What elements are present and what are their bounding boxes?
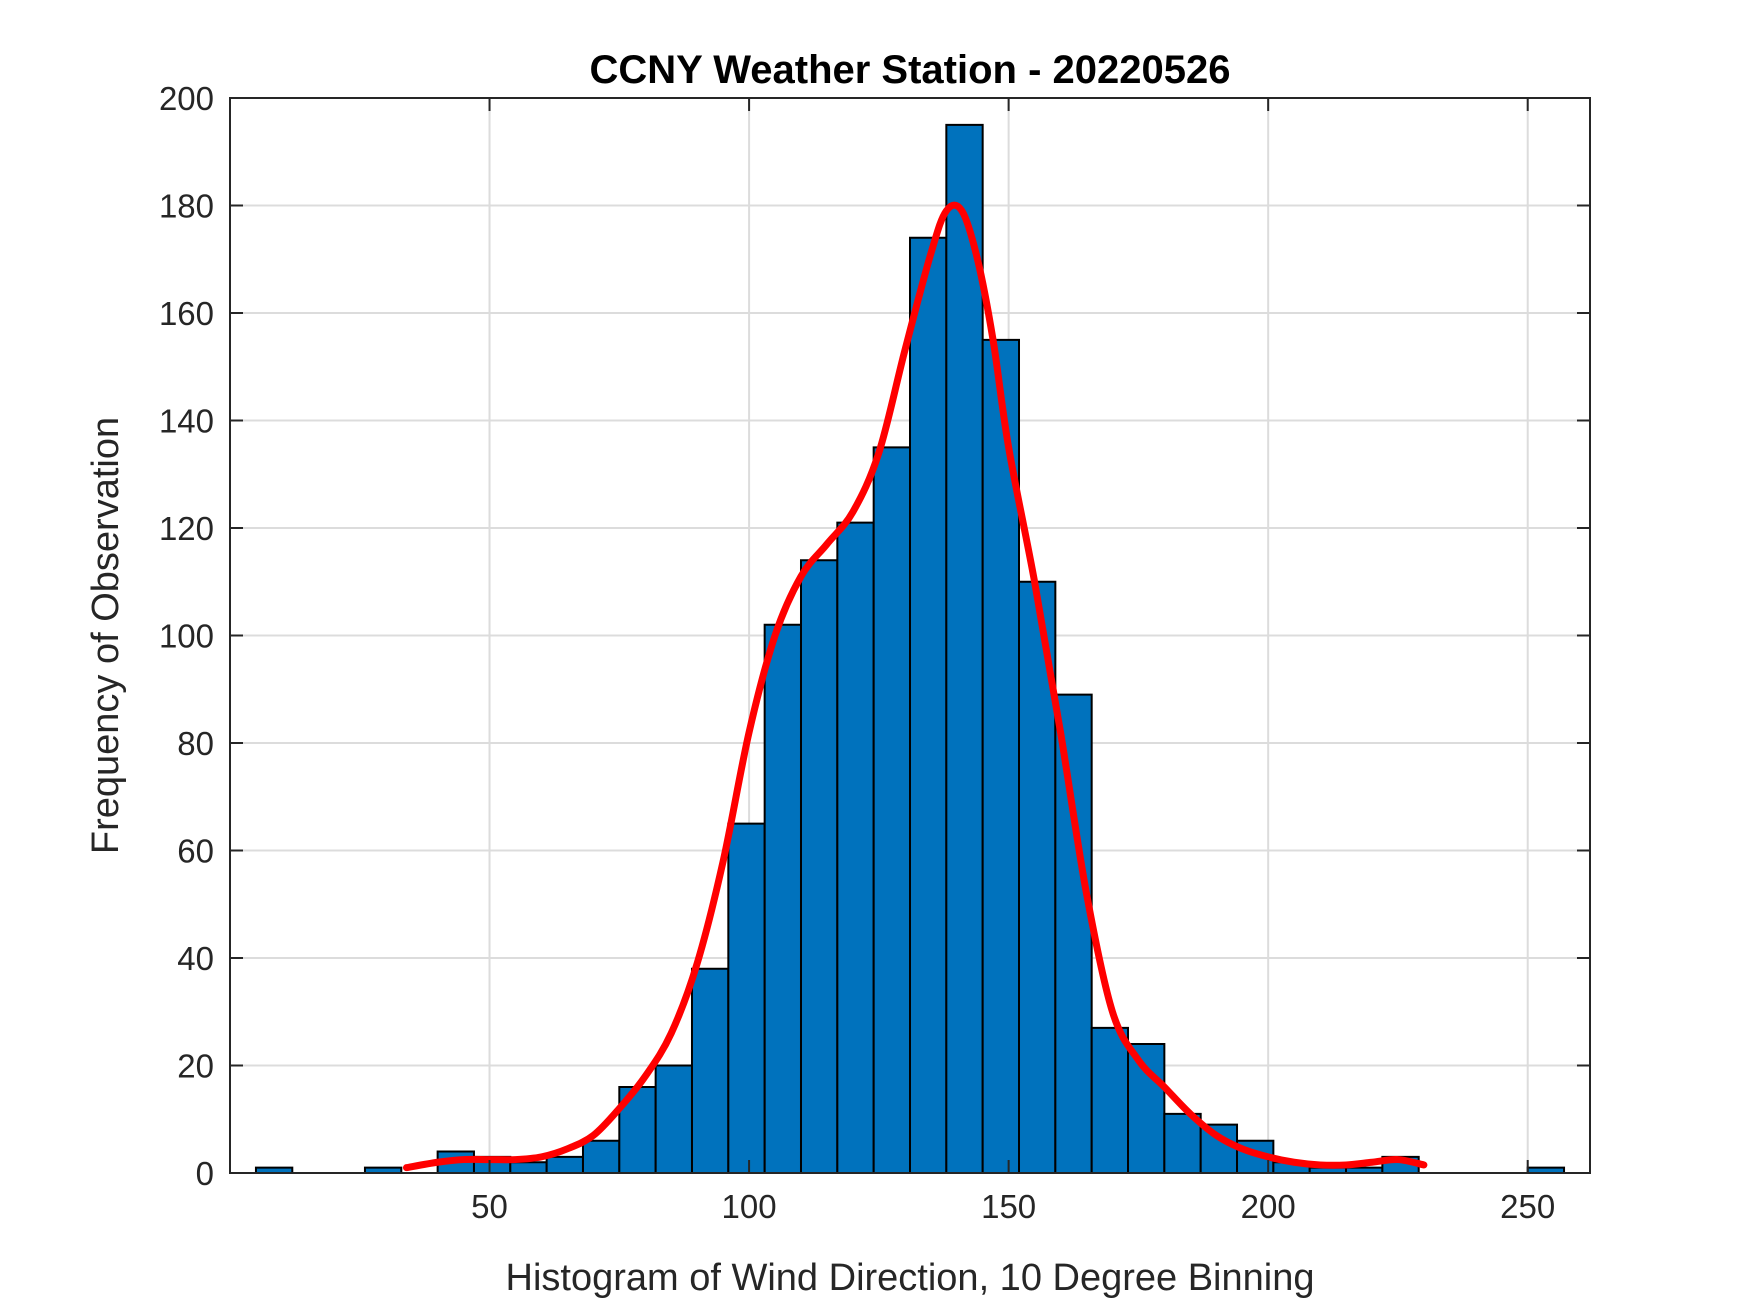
histogram-bar [799,559,839,1174]
histogram-bar [909,236,948,1174]
y-tick-label: 0 [196,1155,214,1192]
histogram-bar [1054,693,1093,1174]
y-tick-label: 20 [177,1048,214,1085]
histogram-bar [1090,1026,1130,1174]
y-tick-label: 80 [177,725,214,762]
histogram-bar [581,1139,621,1174]
histogram-bar [763,623,802,1174]
y-tick-label: 60 [177,833,214,870]
chart-title: CCNY Weather Station - 20220526 [590,48,1231,92]
histogram-bar [690,967,730,1174]
y-tick-label: 200 [159,80,214,117]
x-tick-label: 250 [1500,1188,1555,1225]
histogram-bar [654,1064,693,1174]
y-axis-label: Frequency of Observation [85,417,127,854]
histogram-bar [545,1155,584,1174]
y-tick-label: 180 [159,188,214,225]
y-tick-label: 120 [159,510,214,547]
axis-ticks: 50 100 150 200 250 0 20 40 60 80 100 120 140 160 180 20… [159,80,1590,1225]
histogram-bar [945,123,984,1174]
y-tick-label: 40 [177,940,214,977]
histogram-bar [727,822,766,1174]
histogram-bar [872,446,911,1174]
y-tick-label: 140 [159,403,214,440]
histogram-bar [509,1161,548,1174]
x-tick-label: 150 [981,1188,1036,1225]
x-tick-label: 200 [1241,1188,1296,1225]
x-axis-label: Histogram of Wind Direction, 10 Degree B… [506,1257,1315,1299]
x-tick-label: 100 [722,1188,777,1225]
y-tick-label: 100 [159,618,214,655]
histogram-bar [836,521,875,1174]
histogram-bar [1127,1043,1166,1174]
fit-curve [402,201,1428,1172]
x-tick-label: 50 [471,1188,508,1225]
y-tick-label: 160 [159,295,214,332]
